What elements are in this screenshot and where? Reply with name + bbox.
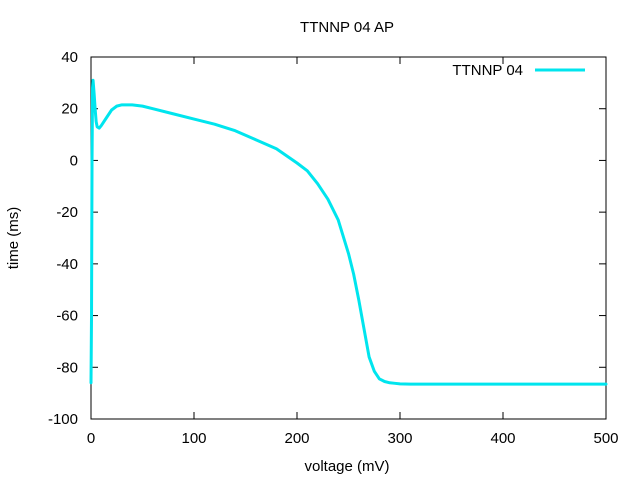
y-tick-label: -40 [56,256,78,273]
x-tick-label: 500 [593,430,618,447]
x-tick-label: 400 [490,430,515,447]
chart-title: TTNNP 04 AP [300,19,394,36]
y-axis-title: time (ms) [5,207,22,270]
x-tick-label: 100 [181,430,206,447]
legend: TTNNP 04 [452,62,585,79]
axis-tick-labels: 0 100 200 300 400 500 -100 -80 -60 -40 -20 0 20 40 [48,49,619,447]
y-tick-label: 20 [61,101,78,118]
series-layer [89,78,608,386]
x-tick-label: 300 [387,430,412,447]
legend-label: TTNNP 04 [452,62,523,79]
y-tick-label: 40 [61,49,78,66]
y-tick-label: -20 [56,204,78,221]
x-tick-label: 200 [284,430,309,447]
y-tick-label: -100 [48,411,78,428]
x-tick-label: 0 [87,430,95,447]
y-tick-label: -60 [56,308,78,325]
y-tick-label: -80 [56,359,78,376]
y-tick-label: 0 [70,152,78,169]
series-line [89,78,608,386]
x-axis-title: voltage (mV) [304,458,389,475]
